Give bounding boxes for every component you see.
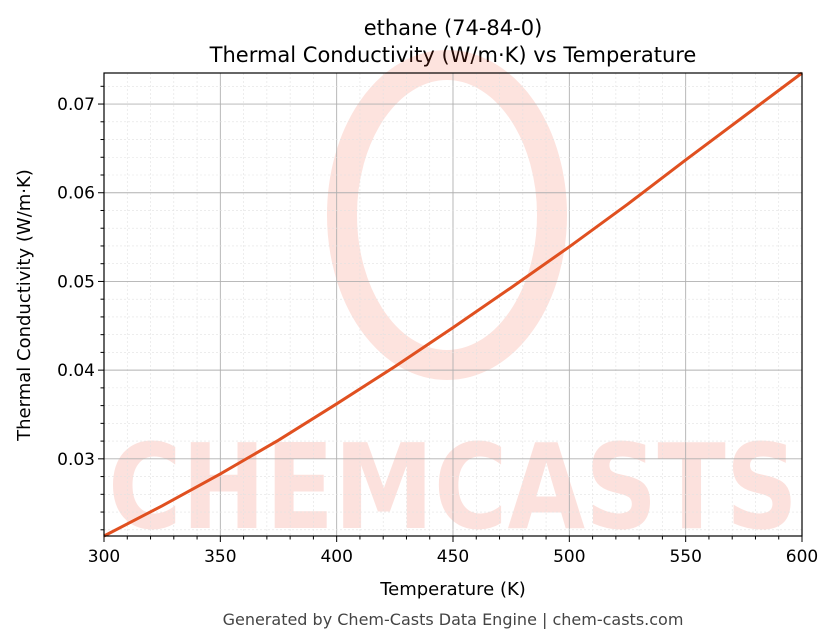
y-tick-label: 0.04 [57, 361, 95, 381]
series-line [103, 71, 803, 538]
x-tick-label: 350 [204, 547, 236, 567]
y-axis-label: Thermal Conductivity (W/m·K) [14, 169, 35, 442]
plot-frame [103, 72, 803, 537]
y-tick-label: 0.03 [57, 450, 95, 470]
x-tick-label: 550 [669, 547, 701, 567]
x-axis-label: Temperature (K) [379, 579, 526, 600]
x-tick-label: 500 [553, 547, 585, 567]
x-tick-label: 300 [88, 547, 120, 567]
x-tick-label: 600 [786, 547, 818, 567]
chart-subtitle: Thermal Conductivity (W/m·K) vs Temperat… [209, 43, 697, 67]
chart-title: ethane (74-84-0) [364, 16, 543, 40]
footer: Generated by Chem-Casts Data Engine | ch… [223, 610, 684, 629]
y-tick-label: 0.06 [57, 184, 95, 204]
x-tick-label: 450 [437, 547, 469, 567]
y-tick-label: 0.07 [57, 95, 95, 115]
y-tick-label: 0.05 [57, 272, 95, 292]
x-tick-label: 400 [320, 547, 352, 567]
